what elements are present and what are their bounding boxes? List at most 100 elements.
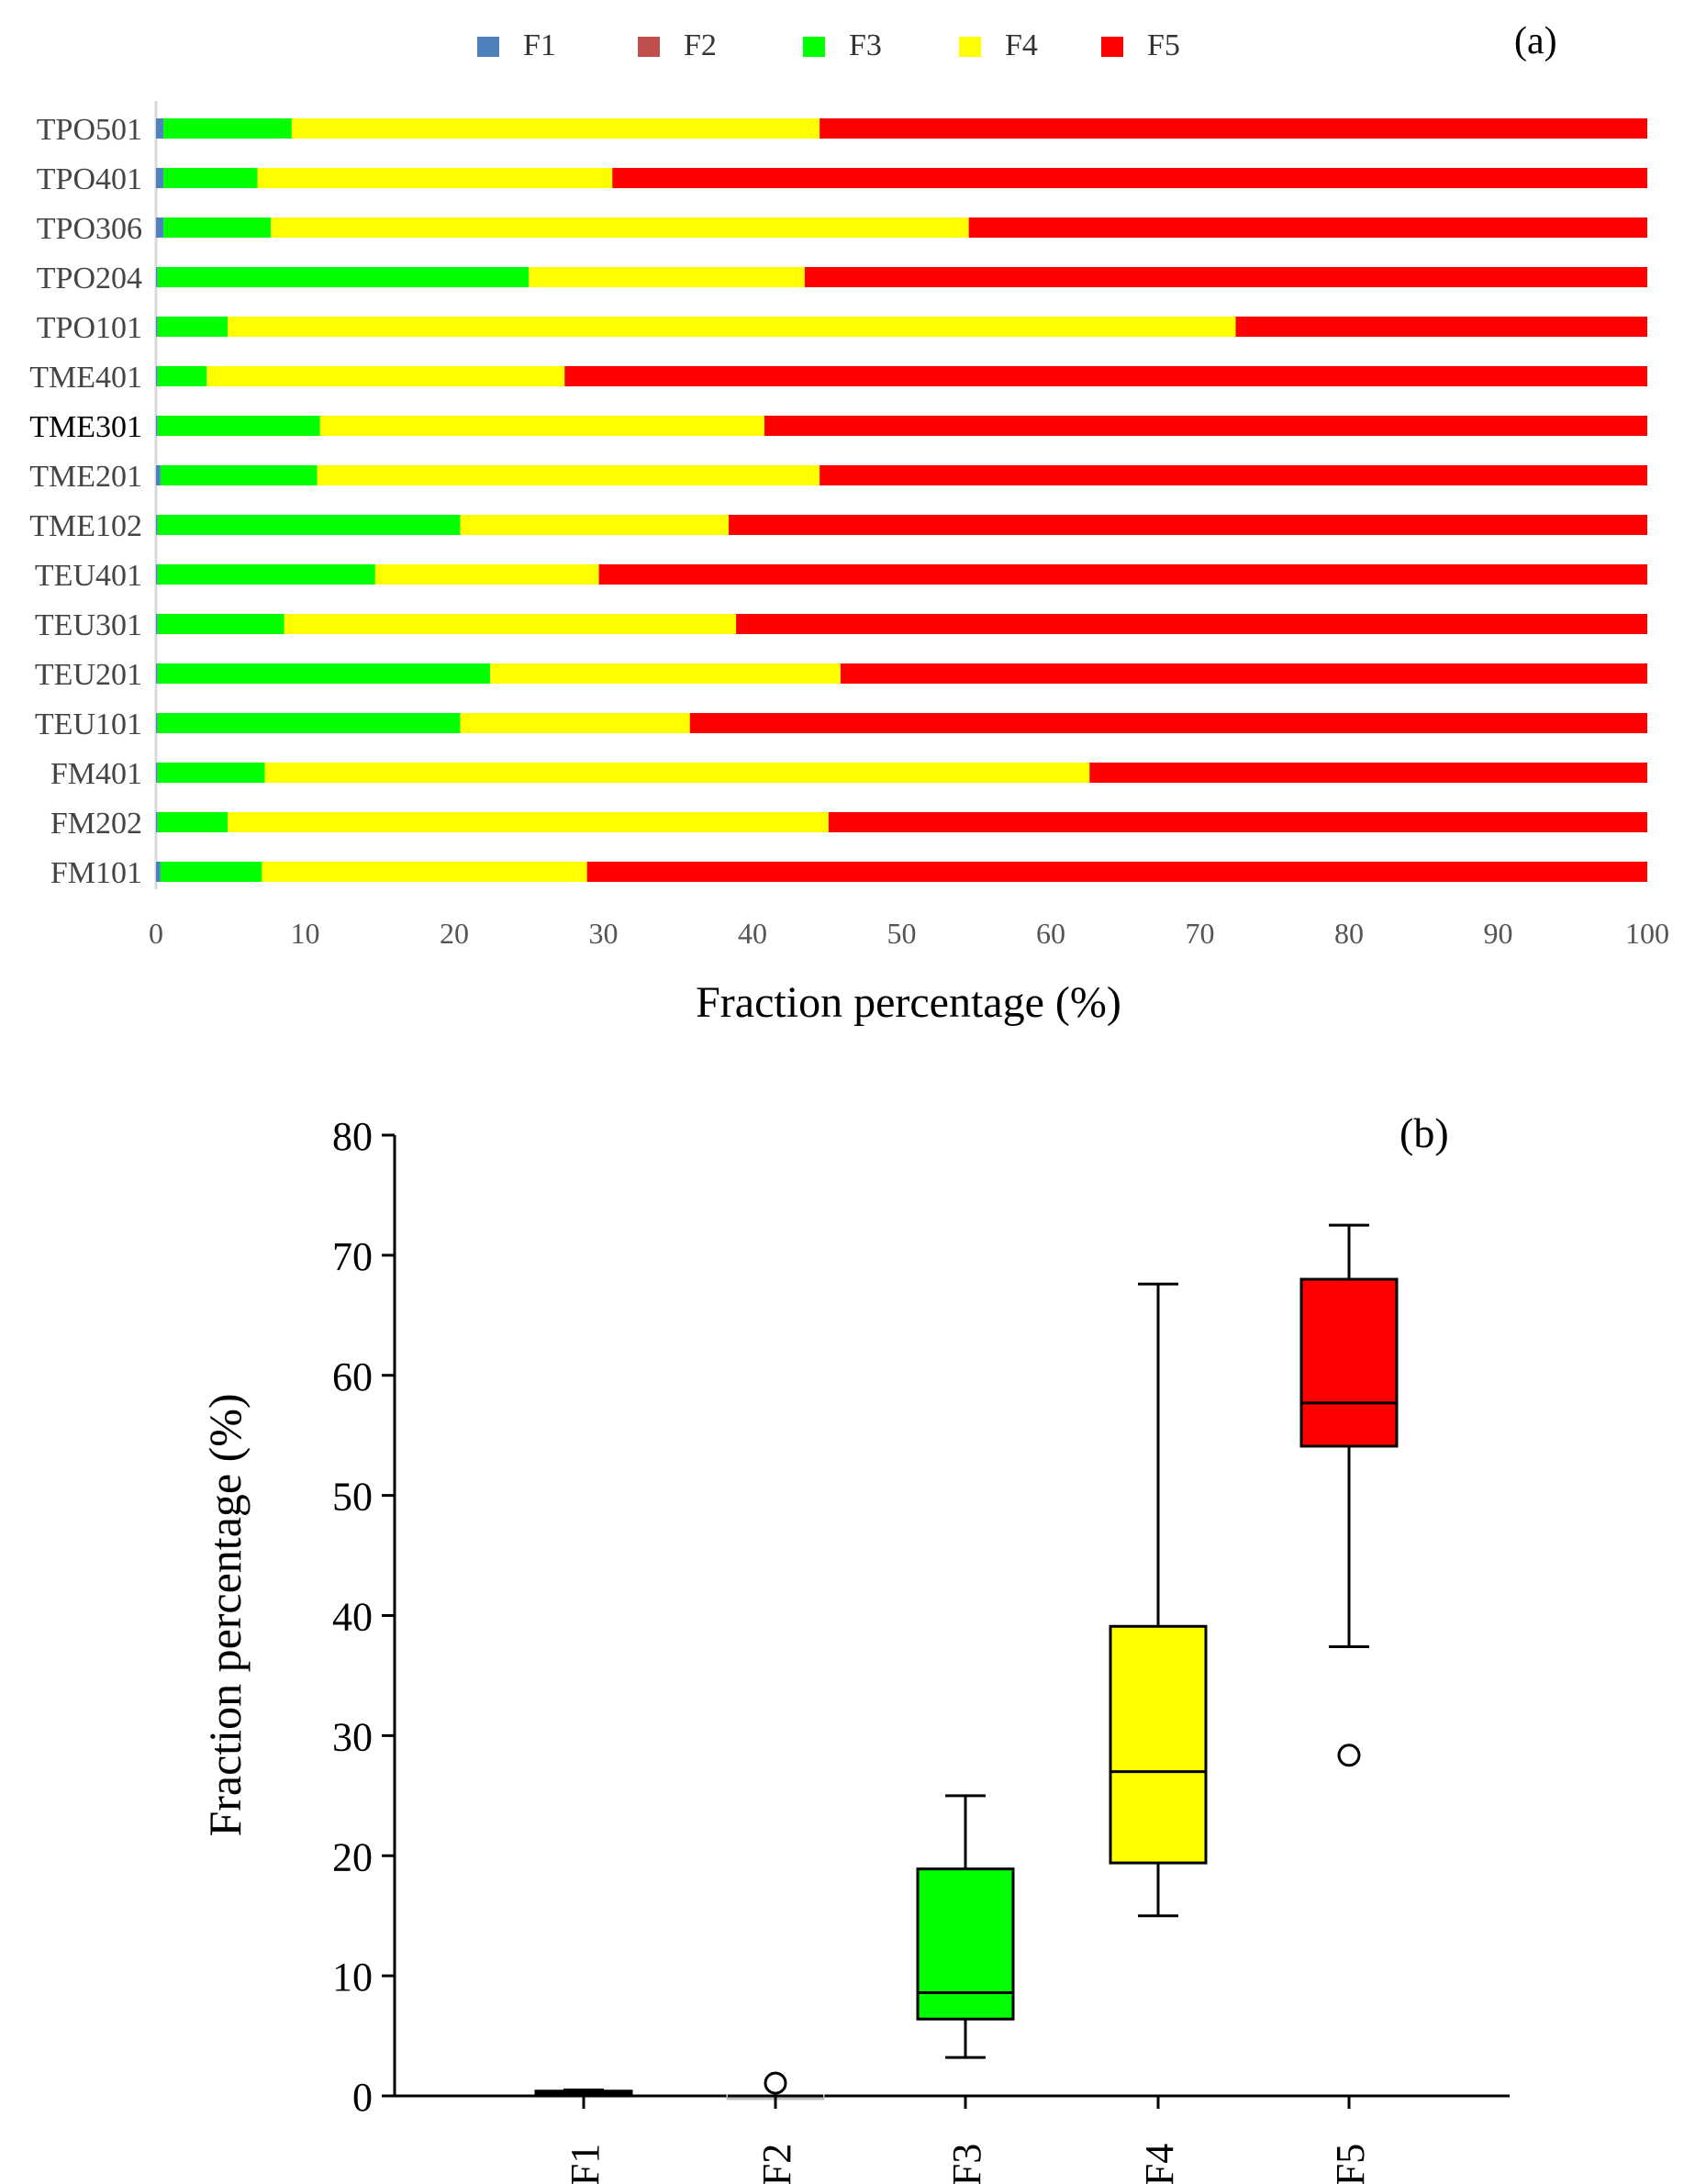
bar-teu201-f3	[157, 663, 490, 684]
x-tick-label: 10	[291, 917, 320, 950]
bar-teu201-f5	[840, 663, 1647, 684]
x-tick-label: 20	[440, 917, 469, 950]
bar-tpo101-f4	[228, 317, 1236, 337]
category-label: TPO204	[37, 262, 142, 295]
bar-teu401-f5	[598, 564, 1647, 585]
bar-fm202-f1	[156, 812, 158, 832]
category-label: TEU101	[35, 708, 142, 741]
bar-tpo401-f1	[156, 168, 164, 188]
bar-teu101-f5	[689, 713, 1647, 733]
bar-tpo306-f3	[163, 217, 272, 238]
bar-fm101-f5	[586, 862, 1647, 882]
box-body	[1109, 1624, 1208, 1865]
legend-label-f4: F4	[1005, 28, 1038, 62]
legend-label-f2: F2	[684, 28, 717, 62]
legend-swatch-f1	[477, 37, 499, 57]
y-tick-label: 20	[332, 1834, 373, 1879]
box-f2	[726, 2071, 825, 2100]
y-tick-label: 40	[332, 1595, 373, 1640]
bar-tme401-f5	[564, 366, 1647, 386]
bar-teu401-f1	[156, 564, 158, 585]
category-label: FM202	[50, 807, 142, 841]
bar-teu301-f5	[736, 614, 1647, 634]
y-axis-title: Fraction percentage (%)	[199, 1393, 251, 1836]
y-tick-label: 60	[332, 1354, 373, 1399]
category-label: TPO401	[37, 162, 142, 196]
legend-swatch-f3	[803, 37, 825, 57]
bar-tme301-f5	[764, 416, 1647, 436]
bar-fm101-f1	[156, 862, 161, 882]
bar-tme401-f4	[206, 366, 565, 386]
x-axis-ticks: 0 10 20 30 40 50 60 70 80 90 100	[149, 917, 1669, 950]
x-tick-label: 80	[1334, 917, 1364, 950]
x-tick-label: 40	[738, 917, 767, 950]
bar-teu301-f3	[157, 614, 284, 634]
x-tick-label: 100	[1625, 917, 1669, 950]
bar-teu101-f1	[156, 713, 158, 733]
bar-teu301-f4	[284, 614, 737, 634]
bar-tme102-f1	[156, 515, 158, 535]
y-axis-ticks: 0 10 20 30 40 50 60 70 80	[332, 1114, 395, 2120]
bar-tpo204-f3	[157, 267, 530, 287]
bars	[156, 118, 1647, 882]
bar-teu301-f1	[156, 614, 158, 634]
category-label: TEU401	[35, 559, 142, 593]
bar-tpo101-f3	[157, 317, 228, 337]
y-tick-label: 10	[332, 1955, 373, 2000]
x-tick-label: 70	[1186, 917, 1215, 950]
bar-tpo101-f1	[156, 317, 158, 337]
bar-tme102-f5	[729, 515, 1647, 535]
legend-swatch-f4	[959, 37, 981, 57]
bar-fm401-f5	[1089, 763, 1647, 783]
legend-swatch-f2	[638, 37, 660, 57]
category-labels: TPO501 TPO401 TPO306 TPO204 TPO101 TME401 TME3…	[29, 113, 142, 890]
category-label: TEU201	[35, 658, 142, 692]
category-label: TPO501	[37, 113, 142, 147]
category-label: TME102	[29, 509, 142, 543]
x-tick-label: 60	[1036, 917, 1065, 950]
bar-tme301-f1	[156, 416, 158, 436]
category-label: TME301	[29, 410, 142, 444]
stacked-bar-chart: F1 F2 F3 F4 F5 (a) TPO501TPO401TPO306TPO204T…	[29, 20, 1669, 1027]
bar-tpo501-f3	[163, 118, 292, 139]
bar-fm202-f5	[828, 812, 1647, 832]
category-label: TME201	[29, 460, 142, 494]
x-axis-title: Fraction percentage (%)	[696, 978, 1121, 1027]
category-label: FM401	[50, 757, 142, 791]
bar-tme301-f4	[319, 416, 764, 436]
bar-fm401-f4	[264, 763, 1090, 783]
bar-fm401-f1	[156, 763, 158, 783]
legend-label-f5: F5	[1147, 28, 1180, 62]
category-label: TPO101	[37, 311, 142, 345]
bar-tme201-f1	[156, 465, 161, 485]
panel-label-b: (b)	[1399, 1109, 1449, 1156]
x-tick-label: F2	[754, 2144, 799, 2184]
bar-tpo401-f5	[612, 168, 1647, 188]
bar-tme201-f5	[820, 465, 1647, 485]
bar-tpo101-f5	[1235, 317, 1647, 337]
panel-label-a: (a)	[1514, 20, 1557, 62]
bar-fm101-f4	[262, 862, 587, 882]
x-axis-ticks: F1 F2 F3 F4 F5	[563, 2096, 1373, 2184]
x-tick-label: F5	[1328, 2144, 1373, 2184]
bar-tpo306-f4	[271, 217, 969, 238]
bar-tpo401-f3	[163, 168, 258, 188]
bar-tpo306-f5	[968, 217, 1647, 238]
legend-label-f3: F3	[849, 28, 882, 62]
boxes	[534, 1223, 1399, 2100]
bar-teu201-f4	[490, 663, 841, 684]
bar-tpo501-f1	[156, 118, 164, 139]
bar-tme102-f3	[157, 515, 461, 535]
legend: F1 F2 F3 F4 F5	[477, 28, 1180, 62]
bar-tpo306-f1	[156, 217, 164, 238]
y-tick-label: 70	[332, 1234, 373, 1279]
y-tick-label: 50	[332, 1475, 373, 1520]
category-label: TME401	[29, 361, 142, 395]
category-label: TEU301	[35, 608, 142, 642]
box-f4	[1109, 1282, 1208, 1918]
x-tick-label: F4	[1137, 2144, 1182, 2184]
bar-teu401-f4	[374, 564, 599, 585]
bar-tpo204-f5	[804, 267, 1647, 287]
box-f1	[534, 2088, 633, 2097]
category-label: TPO306	[37, 212, 142, 246]
